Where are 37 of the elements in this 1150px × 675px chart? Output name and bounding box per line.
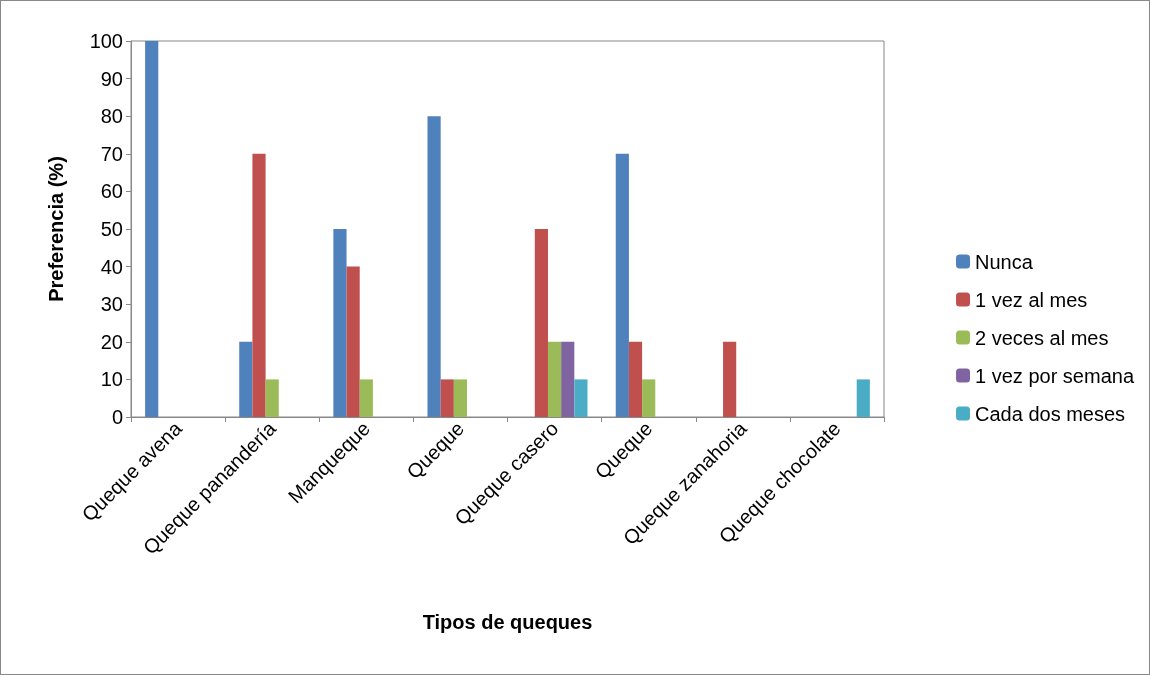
legend-label: 2 veces al mes [975, 326, 1109, 349]
bar [574, 379, 588, 417]
y-tick-label: 10 [100, 368, 123, 391]
y-tick-label: 40 [100, 255, 123, 278]
y-tick-label: 0 [111, 406, 123, 428]
bar [615, 153, 629, 417]
bar [628, 341, 643, 417]
legend-label: Cada dos meses [975, 402, 1126, 425]
bar [561, 341, 575, 417]
y-tick-label: 80 [100, 105, 123, 128]
bar [427, 116, 441, 417]
bar [145, 41, 159, 417]
legend-label: 1 vez por semana [975, 364, 1135, 387]
y-tick-label: 20 [100, 330, 123, 353]
bar [359, 379, 373, 417]
y-axis-title: Preferencia (%) [45, 156, 67, 302]
bar [723, 341, 737, 417]
legend-label: 1 vez al mes [975, 288, 1088, 311]
bar [252, 153, 266, 417]
bar [856, 379, 870, 417]
bar [239, 341, 253, 417]
y-tick-label: 90 [100, 67, 123, 90]
bar [453, 379, 468, 417]
y-tick-label: 60 [100, 180, 123, 203]
x-axis-title: Tipos de queques [422, 611, 593, 633]
bar [534, 229, 548, 417]
y-tick-label: 30 [100, 293, 123, 316]
bar [547, 341, 562, 417]
bar [333, 229, 347, 417]
bar [265, 379, 279, 417]
legend-label: Nunca [975, 250, 1034, 273]
bar [642, 379, 656, 417]
bar [346, 266, 360, 417]
y-tick-label: 70 [100, 142, 123, 165]
y-tick-label: 100 [89, 30, 123, 52]
bar [440, 379, 454, 417]
y-tick-label: 50 [100, 218, 123, 240]
